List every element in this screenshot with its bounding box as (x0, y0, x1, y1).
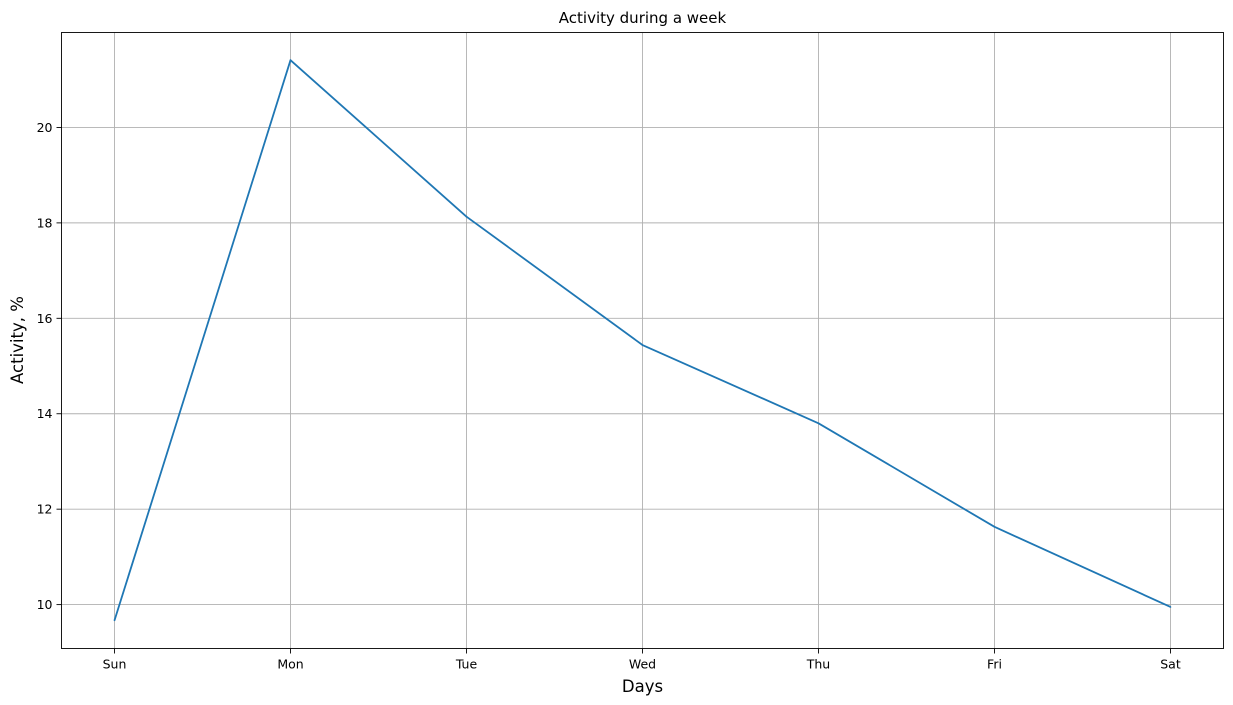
x-tick-label: Sun (103, 657, 127, 672)
x-tick-label: Tue (455, 657, 478, 672)
y-axis-ticks: 10 12 14 16 18 20 (37, 120, 62, 612)
x-tick-label: Sat (1160, 657, 1181, 672)
y-tick-label: 18 (37, 215, 53, 230)
data-point-sat (1169, 606, 1172, 608)
y-axis-label: Activity, % (8, 296, 27, 384)
y-tick-label: 16 (37, 311, 53, 326)
y-tick-label: 10 (37, 597, 53, 612)
series-layer (113, 59, 1172, 622)
x-tick-label: Wed (629, 657, 656, 672)
chart-title: Activity during a week (559, 9, 727, 27)
grid (61, 32, 1224, 649)
y-tick-label: 12 (37, 502, 53, 517)
data-point-fri (993, 526, 996, 528)
x-tick-label: Fri (987, 657, 1002, 672)
y-tick-label: 14 (37, 406, 53, 421)
x-tick-label: Mon (277, 657, 303, 672)
data-point-wed (641, 344, 644, 346)
x-axis-label: Days (622, 677, 663, 696)
data-point-mon (289, 59, 292, 61)
y-tick-label: 20 (37, 120, 53, 135)
data-point-sun (113, 619, 116, 622)
x-axis-ticks: Sun Mon Tue Wed Thu Fri Sat (103, 648, 1181, 672)
x-tick-label: Thu (806, 657, 830, 672)
data-point-thu (817, 422, 820, 425)
data-point-tue (465, 215, 468, 218)
